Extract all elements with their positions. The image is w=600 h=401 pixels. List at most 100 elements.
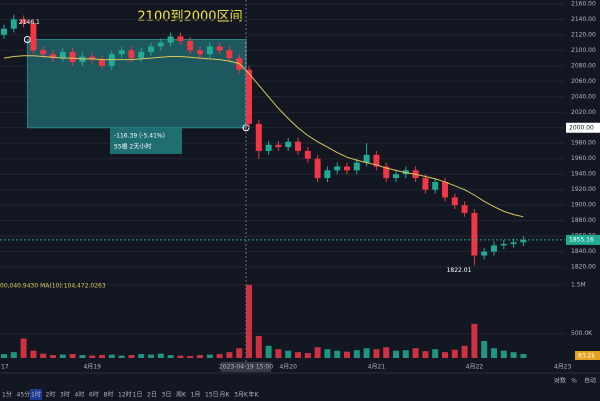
- candle-body: [118, 50, 125, 55]
- volume-bar: [69, 354, 76, 358]
- axis-button[interactable]: 自动: [584, 377, 596, 385]
- volume-bar: [216, 354, 223, 358]
- volume-bar: [442, 352, 448, 358]
- interval-button[interactable]: 15日: [205, 392, 219, 399]
- y-tick-label: 1920.00: [571, 186, 596, 193]
- y-tick-label: 2020.00: [571, 109, 596, 116]
- y-tick-label: 2140.00: [571, 16, 596, 23]
- y-tick-label: 2060.00: [571, 78, 596, 85]
- y-tick-label: 1980.00: [571, 140, 596, 147]
- interval-button[interactable]: 2日: [147, 392, 157, 399]
- axis-button[interactable]: 对数: [554, 377, 566, 385]
- interval-button[interactable]: 周K: [176, 392, 187, 399]
- candle-body: [344, 166, 350, 171]
- y-tick-label: 1940.00: [571, 171, 596, 178]
- y-tick-label: 2100.00: [571, 47, 596, 54]
- volume-bar: [422, 351, 429, 358]
- volume-bar: [265, 345, 272, 358]
- price-tag-box: [566, 122, 600, 133]
- candle-body: [216, 46, 223, 51]
- volume-bar: [383, 347, 390, 358]
- price-tag: 2000.00: [569, 124, 594, 131]
- volume-bar: [461, 345, 468, 358]
- volume-bar: [128, 355, 135, 358]
- interval-button[interactable]: 45分: [17, 391, 31, 399]
- interval-button[interactable]: 3时: [60, 391, 70, 399]
- candle-body: [40, 50, 47, 55]
- candle-body: [363, 154, 370, 163]
- interval-button[interactable]: 4时: [75, 391, 85, 399]
- interval-button[interactable]: 8时: [104, 391, 114, 399]
- x-tick-label: 4月22: [466, 364, 484, 371]
- candle-body: [304, 150, 311, 159]
- candle-body: [138, 51, 145, 59]
- candle-body: [471, 212, 478, 256]
- candle-body: [206, 46, 213, 55]
- volume-bar: [99, 355, 105, 358]
- candle-body: [432, 181, 439, 190]
- ma-line: [3, 55, 524, 218]
- axis-button[interactable]: %: [571, 378, 577, 385]
- y-tick-label: 1960.00: [571, 155, 596, 162]
- x-tick-label: 4月20: [279, 364, 297, 371]
- volume-bar: [167, 355, 174, 358]
- volume-bar: [1, 354, 7, 358]
- volume-bar: [275, 349, 282, 358]
- y-tick-label: 2160.00: [571, 0, 596, 7]
- volume-bar: [236, 348, 243, 358]
- volume-bar: [432, 349, 439, 358]
- volume-bar: [118, 355, 125, 358]
- candle-body: [383, 166, 390, 179]
- chart-title: 2100到2000区间: [137, 10, 242, 25]
- x-tick-label: 4月19: [83, 364, 101, 371]
- interval-button[interactable]: 1月: [191, 392, 201, 399]
- interval-button[interactable]: 12时: [118, 391, 132, 399]
- volume-bar: [206, 354, 213, 358]
- candle-body: [324, 170, 331, 179]
- candle-body: [246, 69, 252, 124]
- candle-body: [30, 23, 37, 51]
- volume-bar: [344, 351, 350, 358]
- interval-button[interactable]: 3月K: [234, 392, 249, 399]
- range-change: -116.39 (-5.41%): [114, 133, 165, 140]
- y-tick-label: 1820.00: [571, 264, 596, 271]
- x-tick-label: 2023-04-19 15:00: [219, 364, 273, 371]
- candle-body: [197, 50, 203, 55]
- last-price-box: [566, 234, 600, 245]
- interval-button[interactable]: 6时: [89, 391, 99, 399]
- volume-bar: [148, 354, 154, 358]
- candle-body: [10, 19, 17, 29]
- candle-body: [285, 141, 292, 148]
- last-price-tag: 1855.16: [569, 236, 594, 243]
- candle-body: [177, 36, 184, 42]
- volume-bar: [226, 352, 233, 358]
- interval-button[interactable]: 1分: [2, 391, 12, 399]
- volume-bar: [50, 355, 56, 358]
- candle-body: [187, 41, 194, 51]
- interval-button[interactable]: 1日: [133, 392, 143, 399]
- interval-button[interactable]: 3日: [162, 392, 172, 399]
- candle-body: [481, 251, 488, 256]
- candle-body: [265, 144, 272, 151]
- candle-body: [295, 141, 301, 151]
- volume-bar: [197, 355, 203, 358]
- y-tick-label: 2120.00: [571, 31, 596, 38]
- x-tick-label: 4月23: [554, 364, 572, 371]
- interval-button[interactable]: 年K: [249, 391, 260, 399]
- candle-body: [510, 242, 517, 244]
- v-tick-label: 500.0K: [571, 330, 593, 337]
- candle-body: [255, 123, 262, 151]
- volume-bar: [412, 348, 419, 358]
- interval-button[interactable]: 月K: [220, 392, 231, 399]
- volume-tag: 83.2k: [578, 353, 595, 360]
- volume-bar: [79, 355, 86, 358]
- interval-button[interactable]: 2时: [46, 391, 56, 399]
- interval-button[interactable]: 1时: [31, 391, 41, 399]
- candle-body: [491, 245, 497, 252]
- candle-body: [59, 51, 66, 59]
- volume-bar: [20, 338, 27, 358]
- candle-body: [50, 54, 56, 59]
- volume-bar: [324, 349, 331, 358]
- volume-bar: [177, 355, 184, 358]
